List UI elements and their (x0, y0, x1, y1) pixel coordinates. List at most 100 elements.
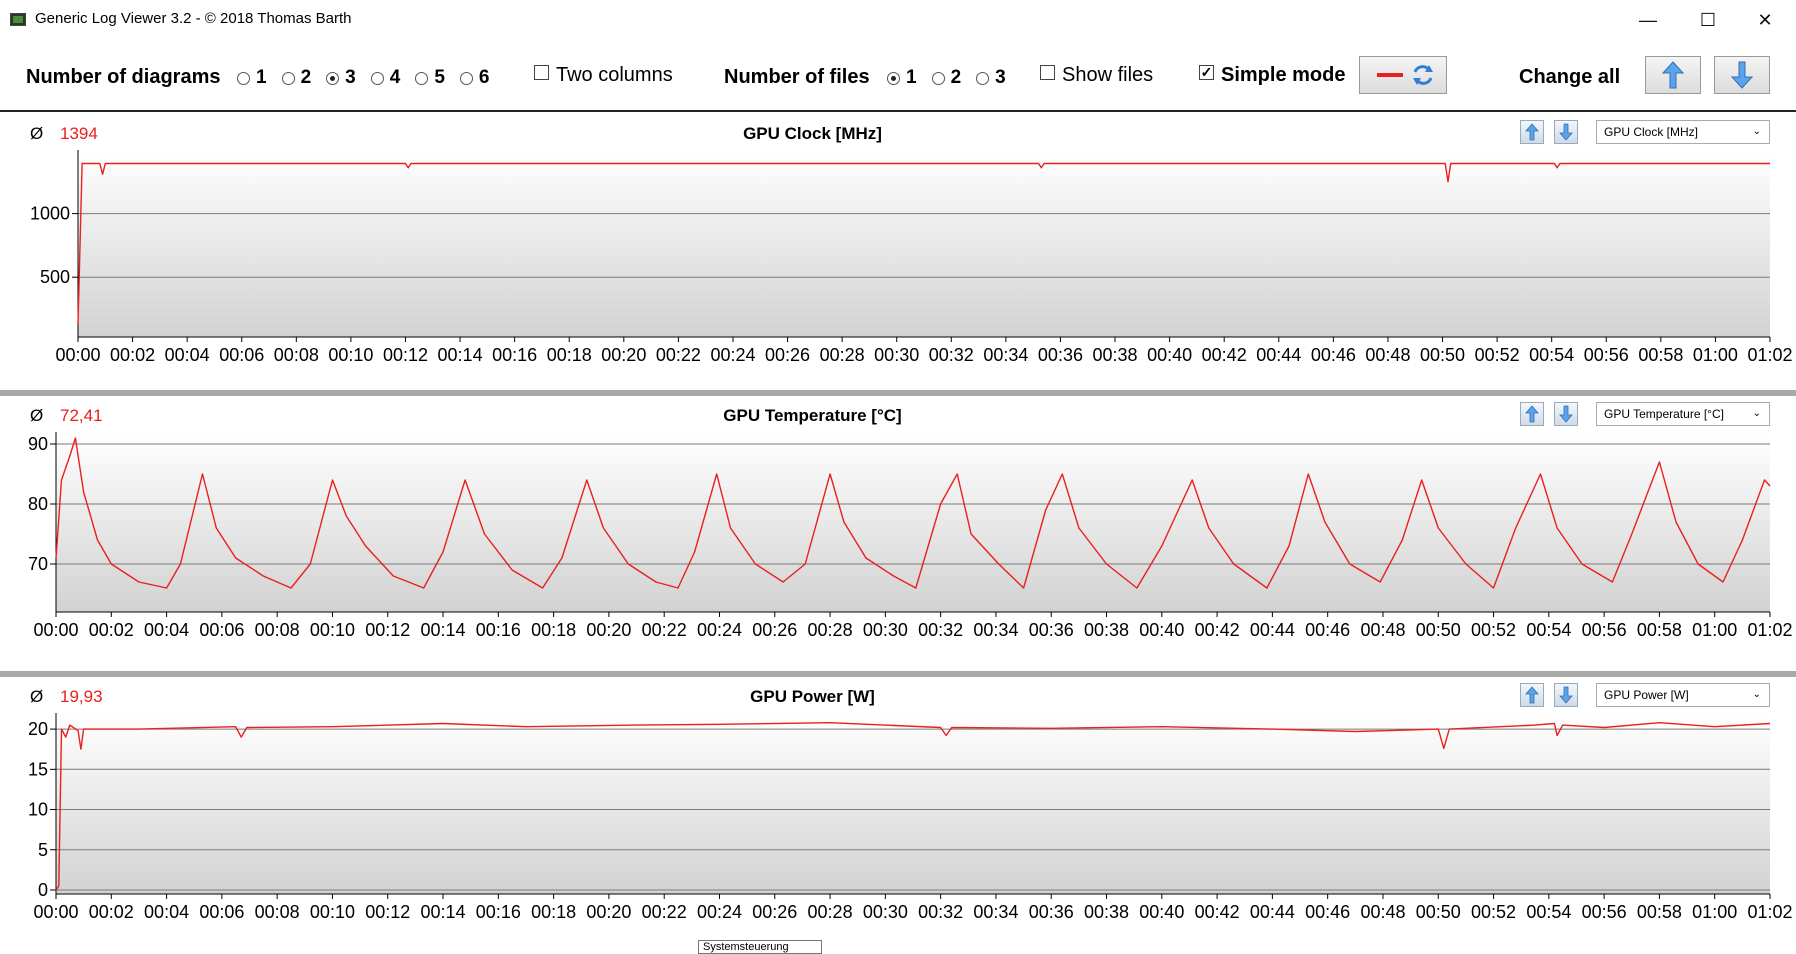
x-tick-label: 00:22 (656, 345, 701, 365)
diagram-down-button[interactable] (1554, 120, 1578, 144)
x-tick-label: 00:28 (808, 902, 853, 922)
x-tick-label: 00:18 (547, 345, 592, 365)
x-tick-label: 00:38 (1084, 902, 1129, 922)
two-columns-checkbox[interactable]: Two columns (534, 64, 673, 87)
x-tick-label: 00:04 (165, 345, 210, 365)
chevron-down-icon: ⌄ (1752, 689, 1761, 700)
x-tick-label: 00:02 (89, 902, 134, 922)
arrow-down-icon (1559, 123, 1573, 141)
x-tick-label: 00:56 (1582, 620, 1627, 640)
x-tick-label: 00:18 (531, 620, 576, 640)
y-tick-label: 500 (40, 267, 70, 287)
average-symbol: Ø (30, 687, 44, 706)
x-tick-label: 00:06 (199, 902, 244, 922)
x-tick-label: 00:18 (531, 902, 576, 922)
x-tick-label: 00:08 (255, 902, 300, 922)
close-button[interactable]: ✕ (1757, 9, 1773, 30)
x-tick-label: 00:44 (1250, 902, 1295, 922)
file-radio-2[interactable]: 2 (931, 67, 961, 89)
num-diagrams-label: Number of diagrams (26, 66, 221, 88)
x-tick-label: 00:04 (144, 620, 189, 640)
series-line (77, 162, 1770, 325)
maximize-button[interactable]: ☐ (1699, 9, 1717, 30)
y-tick-label: 5 (38, 840, 48, 860)
x-tick-label: 00:32 (929, 345, 974, 365)
y-tick-label: 70 (28, 554, 48, 574)
gpu-temperature-chart: 70 80 90 00:00 00:02 00:04 00:06 00:08 00:10 00:1… (28, 432, 1793, 640)
diagram-up-button[interactable] (1520, 683, 1544, 707)
x-tick-label: 00:02 (110, 345, 155, 365)
file-radio-1[interactable]: 1 (887, 67, 917, 89)
diagram-radio-1[interactable]: 1 (237, 67, 267, 89)
x-tick-label: 00:56 (1584, 345, 1629, 365)
x-tick-label: 00:50 (1416, 902, 1461, 922)
x-tick-label: 00:48 (1365, 345, 1410, 365)
diagram-radio-3[interactable]: 3 (326, 67, 356, 89)
show-files-checkbox[interactable]: Show files (1040, 64, 1153, 87)
x-tick-label: 00:50 (1420, 345, 1465, 365)
diagram-down-button[interactable] (1554, 683, 1578, 707)
diagram-radio-5[interactable]: 5 (415, 67, 445, 89)
red-line-icon (1377, 65, 1433, 85)
average-value: 1394 (60, 124, 98, 143)
x-tick-label: 00:40 (1147, 345, 1192, 365)
checkbox-box (1040, 65, 1055, 80)
file-radio-3[interactable]: 3 (976, 67, 1006, 89)
x-tick-label: 00:14 (438, 345, 483, 365)
x-tick-label: 00:16 (476, 620, 521, 640)
simple-mode-checkbox[interactable]: ✓ Simple mode (1199, 64, 1346, 86)
diagram-radio-6[interactable]: 6 (459, 67, 489, 89)
diagram-radio-2[interactable]: 2 (281, 67, 311, 89)
x-tick-label: 00:24 (697, 620, 742, 640)
channel-select[interactable]: GPU Clock [MHz] ⌄ (1596, 120, 1770, 144)
arrow-down-icon (1730, 61, 1754, 89)
diagram-count-radio-group: 1 2 3 4 5 6 (237, 67, 504, 89)
x-tick-label: 01:02 (1747, 620, 1792, 640)
checkbox-box-checked: ✓ (1199, 64, 1214, 80)
chevron-down-icon: ⌄ (1752, 408, 1761, 419)
move-all-up-button[interactable] (1645, 56, 1701, 94)
diagram-down-button[interactable] (1554, 402, 1578, 426)
x-tick-label: 00:20 (601, 345, 646, 365)
refresh-icon (1413, 65, 1433, 85)
change-all-label: Change all (1519, 66, 1621, 88)
panel-splitter[interactable] (0, 671, 1796, 677)
average-symbol: Ø (30, 406, 44, 425)
y-tick-label: 80 (28, 494, 48, 514)
diagram-up-button[interactable] (1520, 120, 1544, 144)
x-tick-label: 00:58 (1637, 620, 1682, 640)
minimize-button[interactable]: — (1639, 9, 1657, 30)
x-tick-label: 00:08 (255, 620, 300, 640)
diagram-title: GPU Power [W] (750, 687, 875, 706)
x-tick-label: 00:24 (710, 345, 755, 365)
x-tick-label: 00:28 (820, 345, 865, 365)
x-tick-label: 00:48 (1360, 620, 1405, 640)
channel-select[interactable]: GPU Temperature [°C] ⌄ (1596, 402, 1770, 426)
toolbar: Number of diagrams 1 2 3 4 5 6 Two colum… (0, 40, 1796, 112)
plot-area (56, 713, 1770, 894)
plot-area (56, 432, 1770, 612)
average-value: 19,93 (60, 687, 103, 706)
channel-select[interactable]: GPU Power [W] ⌄ (1596, 683, 1770, 707)
y-tick-label: 15 (28, 759, 48, 779)
x-tick-label: 00:42 (1195, 902, 1240, 922)
x-tick-label: 00:44 (1256, 345, 1301, 365)
x-tick-label: 00:58 (1638, 345, 1683, 365)
y-tick-label: 1000 (30, 204, 70, 224)
plot-area (78, 150, 1770, 337)
x-tick-label: 00:42 (1195, 620, 1240, 640)
x-tick-label: 00:52 (1471, 902, 1516, 922)
x-tick-label: 00:16 (476, 902, 521, 922)
x-tick-label: 00:30 (874, 345, 919, 365)
y-tick-label: 90 (28, 434, 48, 454)
panel-splitter[interactable] (0, 390, 1796, 396)
x-tick-label: 01:00 (1693, 345, 1738, 365)
x-tick-label: 00:54 (1526, 620, 1571, 640)
x-tick-label: 00:36 (1029, 620, 1074, 640)
x-tick-label: 00:26 (752, 902, 797, 922)
diagram-radio-4[interactable]: 4 (370, 67, 400, 89)
move-all-down-button[interactable] (1714, 56, 1770, 94)
diagram-up-button[interactable] (1520, 402, 1544, 426)
x-tick-label: 00:50 (1416, 620, 1461, 640)
line-style-refresh-button[interactable] (1359, 56, 1447, 94)
